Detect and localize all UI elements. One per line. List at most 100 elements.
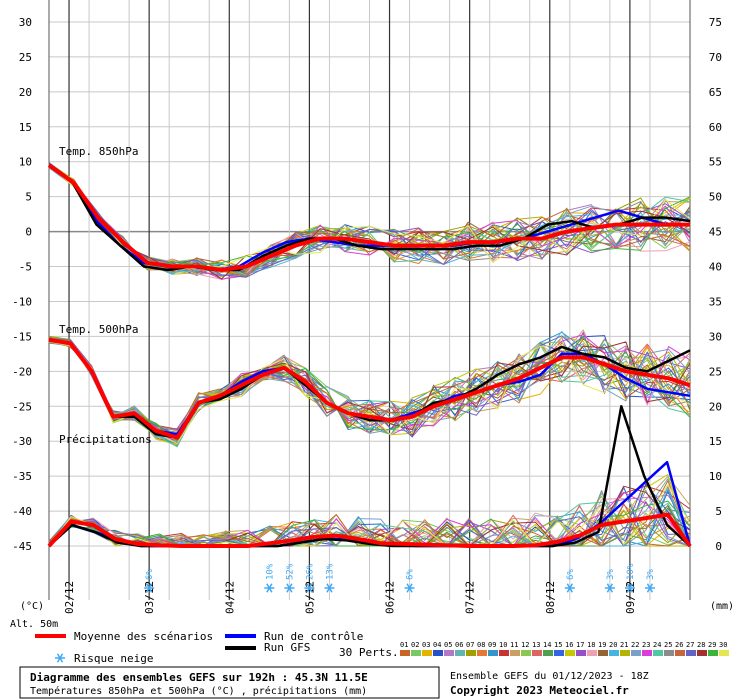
- right-tick-label: 15: [709, 435, 722, 448]
- pert-legend-label: 10: [499, 641, 507, 649]
- date-label: 08/12: [544, 581, 557, 614]
- pert-legend-swatch: [587, 650, 597, 656]
- pert-legend-swatch: [708, 650, 718, 656]
- chart-subtitle: Températures 850hPa et 500hPa (°C) , pré…: [30, 685, 367, 697]
- date-label: 04/12: [223, 581, 236, 614]
- date-label: 06/12: [384, 581, 397, 614]
- legend-control-label: Run de contrôle: [264, 630, 363, 643]
- snow-ray: [326, 583, 333, 593]
- snow-risk-label: 26%: [305, 563, 315, 580]
- snow-ray: [266, 583, 273, 593]
- left-tick-label: -10: [12, 295, 32, 308]
- right-tick-label: 35: [709, 295, 722, 308]
- left-tick-label: 0: [25, 226, 32, 239]
- snow-risk-label: 3%: [646, 569, 656, 580]
- left-tick-label: -20: [12, 365, 32, 378]
- snow-risk-label: 10%: [265, 563, 275, 580]
- pert-legend-label: 21: [620, 641, 628, 649]
- date-label: 05/12: [303, 581, 316, 614]
- legend-gfs-label: Run GFS: [264, 641, 310, 654]
- pert-legend-label: 28: [697, 641, 705, 649]
- run-info: Ensemble GEFS du 01/12/2023 - 18Z: [450, 671, 649, 682]
- right-tick-label: 65: [709, 86, 722, 99]
- snow-risk-icon: [284, 583, 295, 593]
- pert-legend-swatch: [444, 650, 454, 656]
- left-tick-label: 15: [19, 121, 32, 134]
- snow-risk-label: 6%: [406, 569, 416, 580]
- left-tick-label: -5: [19, 261, 32, 274]
- left-axis-unit: (°C): [20, 601, 44, 612]
- right-tick-label: 60: [709, 121, 722, 134]
- snow-ray: [306, 583, 313, 593]
- pert-t500-line: [48, 336, 691, 442]
- right-tick-label: 0: [715, 540, 722, 553]
- right-tick-label: 40: [709, 261, 722, 274]
- gfs-t850-line: [48, 164, 691, 272]
- snow-risk-label: 3%: [606, 569, 616, 580]
- snow-ray: [146, 583, 153, 593]
- pert-legend-label: 22: [631, 641, 639, 649]
- copyright: Copyright 2023 Meteociel.fr: [450, 684, 629, 697]
- altitude-label: Alt. 50m: [10, 619, 58, 630]
- pert-legend-label: 25: [664, 641, 672, 649]
- date-label: 02/12: [63, 581, 76, 614]
- snow-risk-icon: [304, 583, 315, 593]
- right-tick-label: 30: [709, 330, 722, 343]
- pert-legend-label: 06: [455, 641, 463, 649]
- pert-legend-swatch: [422, 650, 432, 656]
- pert-legend-swatch: [631, 650, 641, 656]
- pert-legend-label: 17: [576, 641, 584, 649]
- left-tick-label: -45: [12, 540, 32, 553]
- snow-risk-icon: [624, 583, 635, 593]
- right-tick-label: 25: [709, 365, 722, 378]
- pert-legend-swatch: [433, 650, 443, 656]
- pert-legend-label: 02: [411, 641, 419, 649]
- gfs-t500-line: [48, 338, 691, 439]
- pert-precip-line: [48, 509, 690, 547]
- mean-t850-line: [47, 163, 690, 272]
- pert-legend-label: 14: [543, 641, 551, 649]
- pert-legend-label: 01: [400, 641, 408, 649]
- mean-precip-line: [47, 512, 692, 548]
- pert-legend-swatch: [686, 650, 696, 656]
- right-tick-label: 10: [709, 470, 722, 483]
- t850-panel-label: Temp. 850hPa: [59, 145, 138, 158]
- snow-ray: [406, 583, 413, 593]
- title-box: [19, 666, 440, 699]
- pert-legend-swatch: [719, 650, 729, 656]
- pert-legend-label: 11: [510, 641, 518, 649]
- date-label: 07/12: [464, 581, 477, 614]
- legend-perts-label: 30 Perts.: [339, 646, 399, 659]
- left-tick-label: -35: [12, 470, 32, 483]
- legend-snow-label: Risque neige: [74, 652, 153, 665]
- mean-t500-line: [48, 337, 691, 440]
- snow-ray: [626, 583, 634, 593]
- snow-risk-icon: [604, 583, 615, 593]
- pert-legend-swatch: [576, 650, 586, 656]
- precip-panel-label: Précipitations: [59, 433, 152, 446]
- right-axis-unit: (mm): [710, 601, 734, 612]
- pert-legend-swatch: [609, 650, 619, 656]
- right-tick-label: 5: [715, 505, 722, 518]
- pert-legend-swatch: [554, 650, 564, 656]
- pert-legend-label: 20: [609, 641, 617, 649]
- snow-risk-label: 13%: [325, 563, 335, 580]
- pert-legend-label: 29: [708, 641, 716, 649]
- pert-legend-swatch: [620, 650, 630, 656]
- pert-legend-label: 23: [642, 641, 650, 649]
- pert-legend-swatch: [653, 650, 663, 656]
- pert-legend-label: 09: [488, 641, 496, 649]
- pert-legend-label: 27: [686, 641, 694, 649]
- pert-legend-label: 08: [477, 641, 485, 649]
- pert-legend-swatch: [510, 650, 520, 656]
- pert-t500-line: [48, 339, 691, 442]
- pert-legend-label: 18: [587, 641, 595, 649]
- left-tick-label: -25: [12, 400, 32, 413]
- pert-t850-line: [48, 162, 691, 278]
- left-tick-label: 20: [19, 86, 32, 99]
- pert-legend-swatch: [400, 650, 410, 656]
- snow-ray: [606, 583, 614, 593]
- pert-legend-swatch: [697, 650, 707, 656]
- left-tick-label: -40: [12, 505, 32, 518]
